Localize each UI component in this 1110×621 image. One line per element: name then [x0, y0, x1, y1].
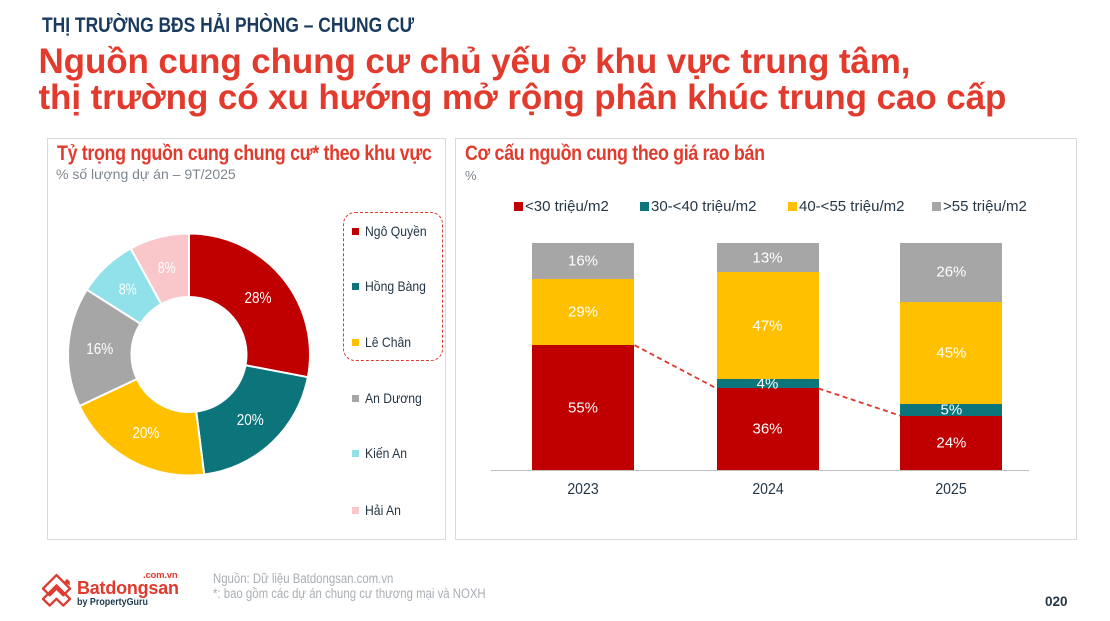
- svg-text:20%: 20%: [237, 412, 264, 429]
- svg-text:16%: 16%: [86, 341, 113, 358]
- svg-text:8%: 8%: [158, 260, 176, 277]
- svg-text:8%: 8%: [119, 282, 137, 299]
- svg-text:20%: 20%: [132, 425, 159, 442]
- svg-text:28%: 28%: [245, 290, 272, 307]
